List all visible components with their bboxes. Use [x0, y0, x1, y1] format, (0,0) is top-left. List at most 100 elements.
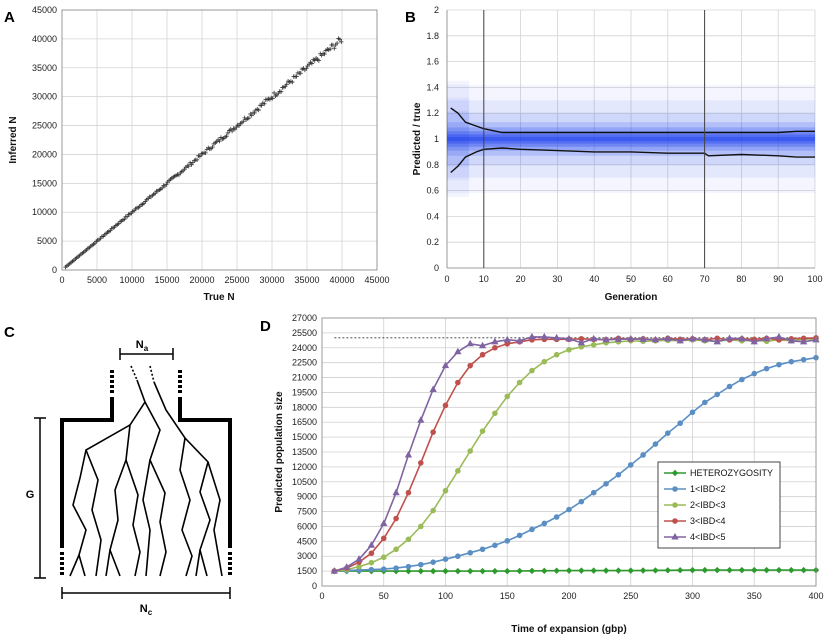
panel-d-point-0-250 — [627, 567, 634, 574]
panel-a-point-181 — [316, 58, 322, 63]
panel-b-ytick-4: 0.8 — [426, 160, 439, 170]
panel-label-b: B — [405, 9, 416, 26]
panel-b-ticks: 0 10 20 30 40 50 60 70 80 90 100 0 0.2 0.4 0.6 0.8 1 1.2 1… — [426, 5, 822, 284]
diagram-top-label-main: N — [136, 339, 144, 351]
panel-d-point-2-19 — [566, 346, 572, 353]
panel-d-point-2-3 — [368, 559, 375, 566]
panel-a-xtick-6: 30000 — [259, 275, 284, 285]
panel-d-point-4-3 — [367, 541, 376, 548]
panel-d-point-0-340 — [738, 566, 746, 574]
panel-a-point-196 — [337, 37, 343, 42]
panel-d-point-1-27 — [665, 430, 671, 436]
lineage-11 — [105, 549, 111, 577]
panel-d-point-1-29 — [689, 409, 696, 416]
panel-d-xtick-0: 0 — [319, 591, 324, 601]
panel-a-ytick-8: 40000 — [32, 34, 57, 44]
panel-d-point-1-11 — [467, 549, 474, 556]
panel-a-xlabel: True N — [203, 292, 234, 303]
lineage-top-dash-1 — [130, 365, 138, 381]
panel-d-point-1-9 — [442, 556, 449, 563]
diagram-right-wall — [178, 397, 232, 548]
panel-d-point-0-270 — [652, 567, 659, 574]
panel-d-ytick-3: 4500 — [297, 536, 317, 546]
panel-d-xlabel: Time of expansion (gbp) — [511, 624, 626, 635]
panel-a-ytick-1: 5000 — [37, 236, 57, 246]
panel-b-band-layer-6 — [447, 134, 815, 144]
panel-a-ylabel: Inferred N — [8, 116, 19, 163]
panel-a-point-124 — [236, 123, 242, 128]
panel-d-point-0-300 — [689, 566, 696, 574]
panel-b-xlabel: Generation — [605, 292, 658, 303]
panel-d-legend-marker-0 — [671, 469, 679, 477]
panel-d-point-1-3 — [368, 566, 375, 573]
panel-a-point-116 — [225, 130, 231, 136]
panel-d-point-2-21 — [590, 342, 597, 348]
panel-b-xtick-8: 80 — [736, 274, 746, 284]
panel-a-xtick-5: 25000 — [224, 275, 249, 285]
panel-d-series-4 — [330, 332, 820, 574]
panel-label-a: A — [4, 9, 15, 26]
panel-d-point-2-5 — [393, 546, 399, 553]
panel-a-ytick-5: 25000 — [32, 121, 57, 131]
panel-b-xtick-6: 60 — [663, 274, 673, 284]
panel-a-point-72 — [164, 182, 169, 187]
diagram-bottom-label-main: N — [140, 603, 148, 615]
panel-a-points — [63, 36, 344, 270]
panel-d-ytick-6: 9000 — [297, 492, 317, 502]
panel-d-point-2-9 — [442, 487, 449, 494]
panel-a-xtick-3: 15000 — [154, 275, 179, 285]
panel-d-point-4-35 — [762, 334, 771, 342]
panel-d-point-0-240 — [615, 567, 622, 574]
panel-d-point-1-14 — [504, 538, 511, 544]
panel-d-point-0-90 — [429, 567, 437, 575]
panel-c-diagram — [34, 348, 232, 599]
panel-d-point-3-11 — [467, 362, 474, 369]
panel-d-point-0-80 — [417, 567, 425, 575]
panel-d-point-0-170 — [528, 567, 536, 575]
panel-d-point-0-150 — [504, 567, 511, 575]
panel-d-ytick-16: 24000 — [292, 343, 317, 353]
panel-d-point-4-5 — [392, 488, 400, 496]
panel-d-point-4-0 — [330, 567, 339, 574]
panel-d-point-1-24 — [627, 462, 634, 468]
panel-d-point-1-38 — [800, 356, 807, 363]
panel-a-point-172 — [304, 66, 309, 71]
panel-d-point-4-19 — [565, 334, 573, 342]
panel-d-point-3-6 — [405, 489, 412, 496]
panel-b-band-layer-1 — [447, 100, 815, 178]
panel-d-point-4-25 — [639, 335, 647, 342]
panel-b-xtick-7: 70 — [700, 274, 710, 284]
panel-a-point-135 — [252, 110, 257, 116]
panel-d-ytick-11: 16500 — [292, 417, 317, 427]
panel-d-point-0-230 — [602, 567, 610, 574]
panel-a-point-185 — [322, 51, 327, 57]
panel-d-point-2-2 — [356, 563, 362, 570]
panel-d-ytick-8: 12000 — [292, 462, 317, 472]
panel-d-point-3-4 — [380, 535, 387, 542]
panel-b-ytick-1: 0.2 — [426, 237, 439, 247]
panel-b-xtick-10: 100 — [807, 274, 822, 284]
panel-b-ytick-5: 1 — [434, 134, 439, 144]
panel-b-ratio-chart: 0 10 20 30 40 50 60 70 80 90 100 0 0.2 0.4 0.6 0.8 1 1.2 1… — [412, 5, 823, 303]
panel-d-point-0-310 — [701, 566, 709, 574]
panel-a-xtick-7: 35000 — [294, 275, 319, 285]
panel-d-ytick-2: 3000 — [297, 551, 317, 561]
panel-d-point-1-8 — [430, 559, 436, 565]
panel-d-point-0-160 — [516, 567, 523, 575]
panel-a-point-178 — [312, 58, 317, 63]
panel-d-point-4-29 — [688, 334, 697, 342]
panel-a-point-88 — [186, 163, 191, 169]
panel-d-series-line-2 — [334, 338, 817, 572]
panel-d-point-2-7 — [418, 523, 424, 530]
lineage-top-dash-2 — [149, 365, 155, 383]
panel-d-series-line-4 — [334, 336, 817, 572]
panel-b-band-layer-7 — [447, 137, 815, 141]
panel-d-point-4-11 — [466, 339, 474, 347]
panel-d-point-1-6 — [405, 563, 412, 570]
panel-d-point-1-7 — [418, 561, 424, 568]
panel-a-ytick-0: 0 — [52, 265, 57, 275]
panel-d-point-0-260 — [639, 567, 647, 574]
panel-d-point-4-22 — [602, 335, 610, 343]
panel-d-ytick-0: 0 — [312, 581, 317, 591]
panel-d-point-3-8 — [430, 429, 436, 435]
